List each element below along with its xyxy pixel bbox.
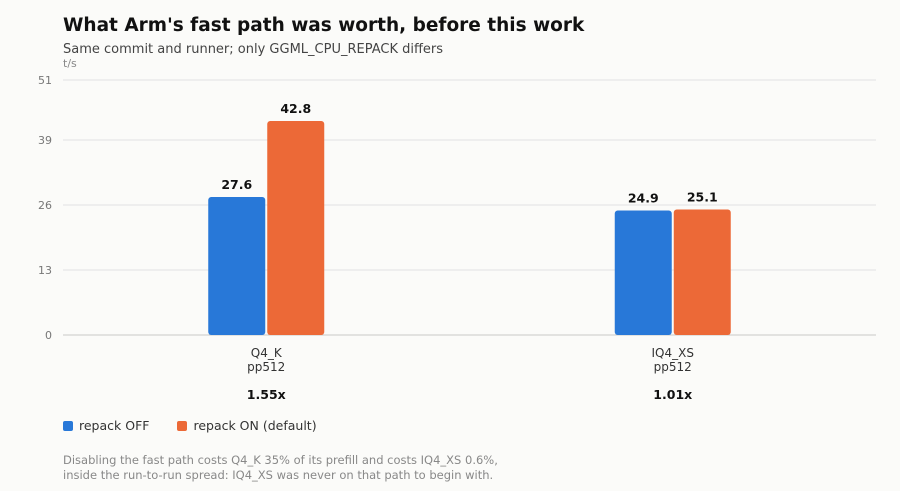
- footnote-line-2: inside the run-to-run spread: IQ4_XS was…: [63, 467, 494, 482]
- speedup-ratio-label: 1.55x: [247, 387, 286, 402]
- legend-swatch-repack-off: [63, 420, 73, 431]
- x-category-label: IQ4_XS: [652, 346, 694, 360]
- bar: [208, 197, 266, 335]
- speedup-ratio-label: 1.01x: [653, 387, 692, 402]
- y-tick-label: 51: [38, 74, 52, 87]
- y-tick-label: 39: [38, 134, 52, 147]
- legend-item-repack-on: repack ON (default): [177, 418, 317, 433]
- bar-value-label: 27.6: [221, 177, 252, 192]
- y-axis-unit: t/s: [63, 57, 77, 70]
- bar-value-label: 42.8: [280, 101, 311, 116]
- footnote: Disabling the fast path costs Q4_K 35% o…: [63, 453, 498, 482]
- legend-item-repack-off: repack OFF: [63, 418, 149, 433]
- bar: [267, 121, 325, 335]
- legend-swatch-repack-on: [177, 420, 188, 431]
- bar: [673, 209, 731, 335]
- x-category-sublabel: pp512: [654, 360, 692, 374]
- chart-title: What Arm's fast path was worth, before t…: [63, 15, 585, 36]
- legend-label-repack-off: repack OFF: [79, 418, 150, 433]
- legend: repack OFF repack ON (default): [63, 418, 317, 433]
- y-tick-label: 13: [38, 264, 52, 277]
- x-category-sublabel: pp512: [247, 360, 285, 374]
- x-category-label: Q4_K: [251, 346, 283, 360]
- footnote-line-1: Disabling the fast path costs Q4_K 35% o…: [63, 453, 498, 467]
- y-tick-label: 26: [38, 199, 52, 212]
- bar-value-label: 25.1: [687, 190, 718, 205]
- bar: [614, 210, 672, 335]
- legend-label-repack-on: repack ON (default): [193, 418, 317, 433]
- chart-subtitle: Same commit and runner; only GGML_CPU_RE…: [63, 42, 444, 57]
- y-tick-label: 0: [45, 329, 52, 342]
- bar-value-label: 24.9: [628, 191, 659, 206]
